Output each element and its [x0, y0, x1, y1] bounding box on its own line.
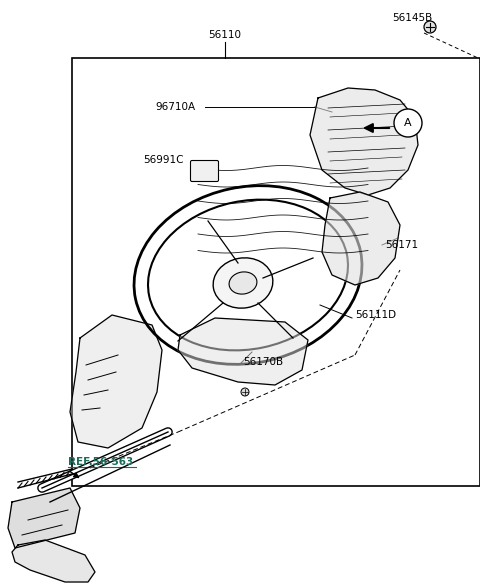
Polygon shape	[70, 315, 162, 448]
Circle shape	[241, 388, 249, 396]
Polygon shape	[178, 318, 308, 385]
Text: 56170B: 56170B	[243, 357, 283, 367]
FancyBboxPatch shape	[191, 160, 218, 181]
Ellipse shape	[213, 258, 273, 308]
Text: 56171: 56171	[385, 240, 418, 250]
Polygon shape	[322, 192, 400, 285]
Text: A: A	[404, 118, 412, 128]
Circle shape	[424, 21, 436, 33]
Text: 56111D: 56111D	[355, 310, 396, 320]
Ellipse shape	[229, 272, 257, 294]
Text: 56991C: 56991C	[143, 155, 183, 165]
Bar	[72, 58, 480, 486]
Text: 96710A: 96710A	[155, 102, 195, 112]
Polygon shape	[8, 488, 80, 548]
Circle shape	[394, 109, 422, 137]
Polygon shape	[310, 88, 418, 195]
Polygon shape	[12, 540, 95, 582]
Text: REF.56-563: REF.56-563	[68, 457, 133, 467]
Text: 56145B: 56145B	[392, 13, 432, 23]
Text: 56110: 56110	[208, 30, 241, 40]
